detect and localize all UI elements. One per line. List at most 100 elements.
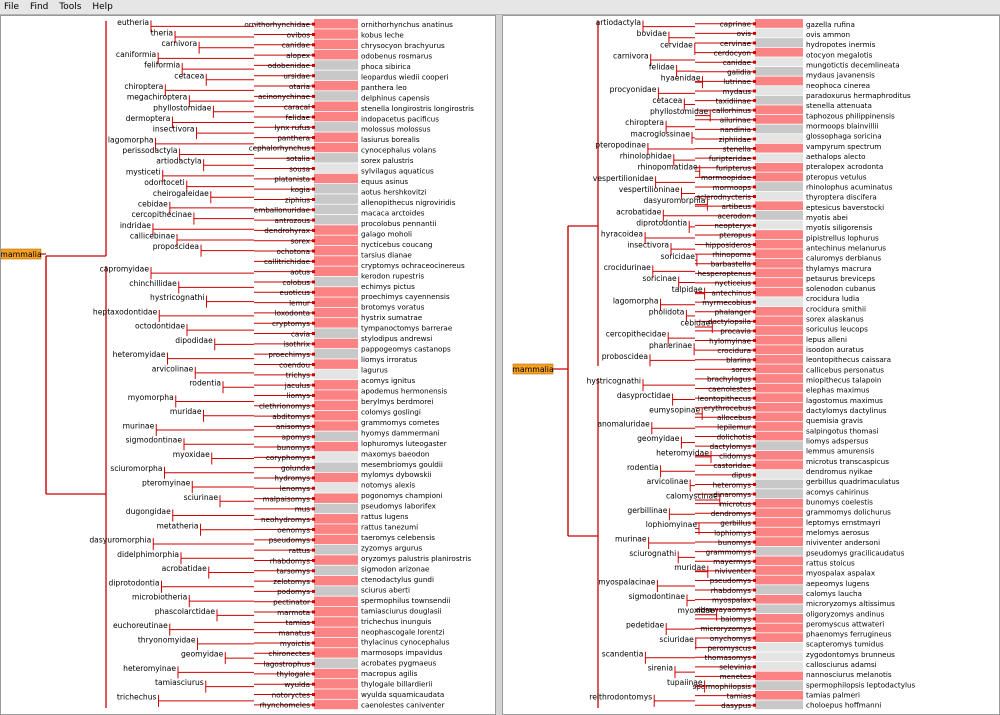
leaf-label: caluromys derbianus <box>806 254 881 263</box>
tree-node <box>753 291 756 295</box>
internal-node-label: caniformia <box>116 50 156 59</box>
subtree-label: emballonuridae <box>254 206 311 215</box>
internal-node-label: myospalacinae <box>598 578 655 587</box>
subtree-label: odobenidae <box>268 61 311 70</box>
right-tree-pane[interactable]: caprinae ovis cervinae cerdocyon canidae gali… <box>502 15 1000 715</box>
subtree-label: mormoops <box>713 183 752 192</box>
subtree-label: ziphius <box>285 195 310 204</box>
leaf-label: calomys laucha <box>806 589 862 598</box>
tree-node <box>312 146 315 150</box>
subtree-label: ursidae <box>283 72 310 81</box>
leaf-cell-bar <box>755 297 803 307</box>
tree-node <box>753 377 756 381</box>
subtree-label: heteromys <box>713 480 752 489</box>
leaf-label: ornithorhynchus anatinus <box>361 20 453 29</box>
subtree-label: rattus <box>289 546 311 555</box>
leaf-cell-bar <box>755 450 803 460</box>
internal-node-label: carnivora <box>613 51 649 60</box>
left-tree-canvas[interactable]: ornithorhynchidaeoviboscanidaealopexodob… <box>1 16 496 715</box>
leaf-label: stylodipus andrewsi <box>361 334 432 343</box>
tree-node <box>753 329 756 333</box>
tree-node <box>312 682 315 686</box>
internal-node-label: thryonomyidae <box>138 635 196 644</box>
leaf-cell-bar <box>314 699 358 710</box>
leaf-label: acrobates pygmaeus <box>361 659 437 668</box>
leaf-label: rattus tanezumi <box>361 523 418 532</box>
tree-node <box>312 270 315 274</box>
leaf-cell-bar <box>314 297 358 307</box>
subtree-label: dendrohyrax <box>264 226 310 235</box>
subtree-label: abrawayaomys <box>696 605 751 614</box>
menu-tools[interactable]: Tools <box>59 2 82 12</box>
left-tree-pane[interactable]: ornithorhynchidae ovibos canidae alopex odob… <box>0 15 496 715</box>
subtree-label: nandinia <box>720 125 751 134</box>
leaf-cell-bar <box>314 390 358 400</box>
subtree-label: erythrocebus <box>704 403 752 412</box>
tree-node <box>753 262 756 266</box>
leaf-cell-bar <box>314 359 358 369</box>
tree-node <box>753 127 756 131</box>
tree-node <box>312 239 315 243</box>
leaf-label: caenolestes caniventer <box>361 701 445 710</box>
subtree-label: caenolestes <box>708 384 751 393</box>
leaf-label: tamias palmeri <box>806 691 860 700</box>
subtree-label: myoictis <box>280 639 310 648</box>
internal-node-label: cebidae <box>138 199 168 208</box>
leaf-label: dactylomys dactylinus <box>806 406 887 415</box>
tree-node <box>753 473 756 477</box>
leaf-label: kobus leche <box>361 31 404 40</box>
menu-file[interactable]: File <box>4 2 20 12</box>
internal-node-label: metatheria <box>156 521 198 530</box>
internal-node-label: indridae <box>120 221 151 230</box>
leaf-label: cryptomys ochraceocinereus <box>361 261 465 270</box>
internal-node-label: hyaenidae <box>661 74 701 83</box>
internal-node-label: cercopithecinae <box>131 210 192 219</box>
leaf-label: ovis ammon <box>806 30 850 39</box>
tree-node <box>753 607 756 611</box>
internal-node-label: bovidae <box>637 29 668 38</box>
split-divider[interactable] <box>496 15 502 715</box>
leaf-label: proechimys cayennensis <box>361 292 450 301</box>
leaf-cell-bar <box>314 204 358 215</box>
internal-node-label: gerbillinae <box>627 506 667 515</box>
subtree-label: abditomys <box>272 412 310 421</box>
leaf-cell-bar <box>314 524 358 534</box>
menu-help[interactable]: Help <box>92 2 113 12</box>
tree-node <box>312 455 315 459</box>
internal-node-label: theria <box>151 29 173 38</box>
leaf-cell-bar <box>755 412 803 422</box>
internal-node-label: myoxidae <box>678 606 715 615</box>
subtree-label: notoryctes <box>272 690 311 699</box>
leaf-label: leptomys ernstmayri <box>806 518 880 527</box>
tree-node <box>753 108 756 112</box>
leaf-label: brotomys voratus <box>361 303 425 312</box>
tree-node <box>753 214 756 218</box>
menu-find[interactable]: Find <box>29 2 49 12</box>
subtree-label: cryptomys <box>272 319 310 328</box>
subtree-label: phalanger <box>715 308 751 317</box>
leaf-label: panthera leo <box>361 83 407 92</box>
leaf-cell-bar <box>314 225 358 235</box>
leaf-label: neophoca cinerea <box>806 81 870 90</box>
subtree-label: sorex <box>291 237 311 246</box>
leaf-cell-bar <box>755 623 803 633</box>
right-tree-canvas[interactable]: caprinaeoviscervinaecerdocyoncanidaegali… <box>503 16 1000 715</box>
root-node-badge <box>1 248 42 260</box>
tree-node <box>312 620 315 624</box>
internal-node-label: sciuromorpha <box>110 464 162 473</box>
subtree-label: ailurinae <box>720 116 752 125</box>
tree-node <box>312 53 315 57</box>
internal-node-label: murinae <box>615 535 647 544</box>
tree-node <box>312 393 315 397</box>
leaf-cell-bar <box>314 544 358 555</box>
leaf-label: pipistrellus lophurus <box>806 233 879 242</box>
leaf-label: liomys irroratus <box>361 355 417 364</box>
internal-node-label: talpidae <box>672 285 703 294</box>
subtree-label: ornithorhynchidae <box>244 20 310 29</box>
leaf-cell-bar <box>755 441 803 451</box>
internal-node-label: callicebinae <box>130 231 175 240</box>
tree-node <box>312 187 315 191</box>
leaf-label: pseudomys gracilicaudatus <box>806 548 905 557</box>
tree-node <box>753 79 756 83</box>
leaf-cell-bar <box>755 326 803 335</box>
